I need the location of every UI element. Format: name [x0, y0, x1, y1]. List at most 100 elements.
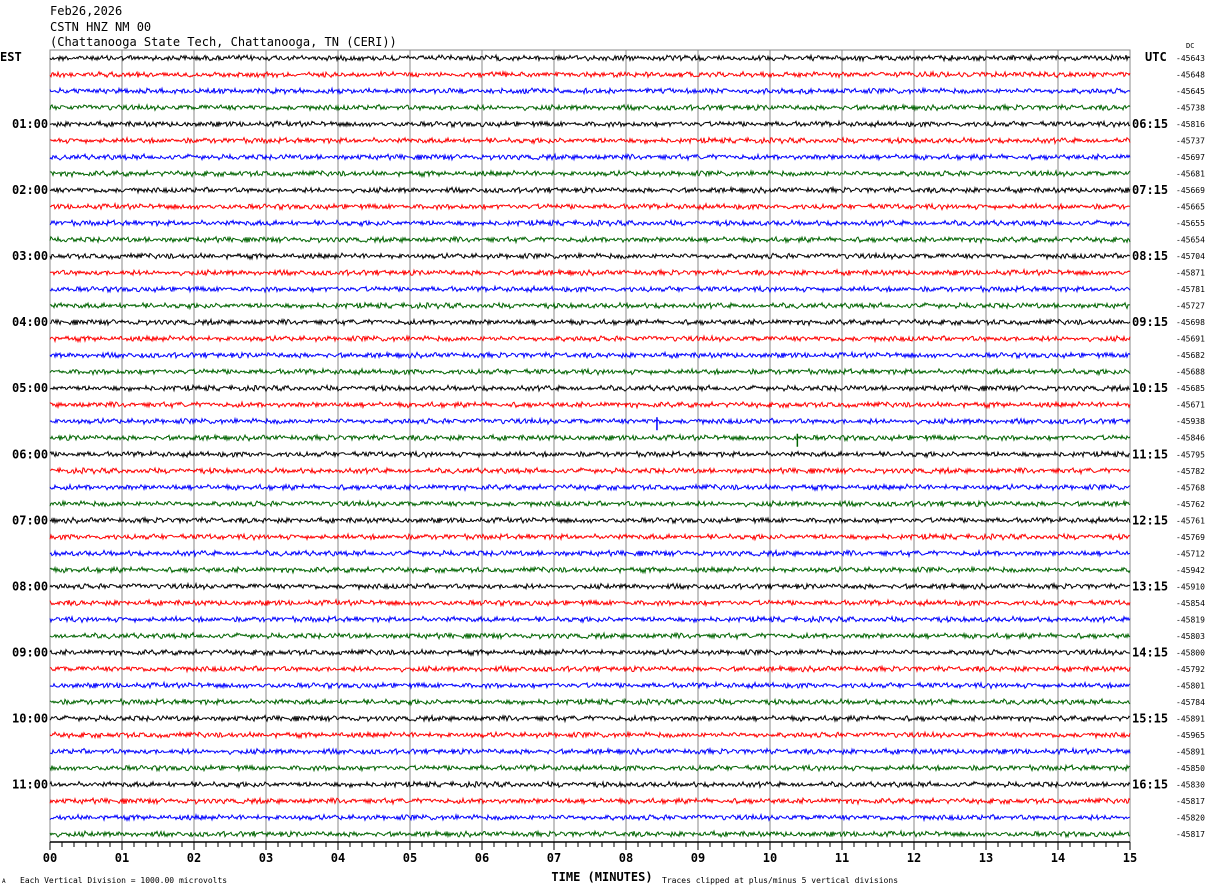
- trace-row-20: [50, 383, 1131, 393]
- dc-offset: -45691: [1176, 335, 1205, 344]
- station-label: CSTN HNZ NM 00: [50, 20, 152, 34]
- trace-row-31: [49, 565, 1131, 575]
- est-hour-label: 06:00: [12, 447, 48, 461]
- dc-offset: -45816: [1176, 120, 1205, 129]
- dc-offset: -45854: [1176, 599, 1205, 608]
- x-tick-label: 06: [475, 851, 489, 865]
- footer-scale: Each Vertical Division = 1000.00 microvo…: [20, 876, 227, 885]
- trace-row-4: [49, 119, 1131, 129]
- trace-row-10: [49, 218, 1131, 228]
- dc-offset: -45819: [1176, 615, 1205, 624]
- dc-offset: -45704: [1176, 252, 1205, 261]
- trace-row-47: [49, 829, 1131, 839]
- trace-row-15: [49, 301, 1131, 311]
- utc-hour-label: 16:15: [1132, 777, 1168, 791]
- trace-row-42: [49, 746, 1131, 756]
- dc-offset: -45737: [1176, 137, 1205, 146]
- trace-row-46: [49, 812, 1131, 823]
- trace-row-27: [49, 499, 1131, 509]
- utc-hour-label: 07:15: [1132, 183, 1168, 197]
- x-tick-label: 11: [835, 851, 849, 865]
- trace-row-38: [49, 680, 1131, 690]
- dc-offset: -45665: [1176, 203, 1205, 212]
- trace-row-45: [49, 796, 1131, 806]
- trace-row-25: [49, 466, 1131, 476]
- corner-mark: A: [2, 878, 6, 885]
- dc-offset: -45698: [1176, 318, 1205, 327]
- dc-offset: -45681: [1176, 170, 1205, 179]
- dc-offset: -45682: [1176, 351, 1205, 360]
- dc-offset: -45817: [1176, 797, 1205, 806]
- right-axis-title: UTC: [1145, 50, 1167, 64]
- dc-offset: -45830: [1176, 780, 1205, 789]
- x-tick-label: 10: [763, 851, 777, 865]
- trace-row-5: [49, 136, 1131, 146]
- x-tick-label: 07: [547, 851, 561, 865]
- dc-offset: -45782: [1176, 467, 1205, 476]
- trace-row-9: [49, 201, 1130, 212]
- trace-row-36: [49, 647, 1131, 658]
- trace-row-41: [49, 730, 1131, 740]
- dc-offset: -45871: [1176, 269, 1205, 278]
- est-hour-label: 08:00: [12, 579, 48, 593]
- est-hour-label: 01:00: [12, 117, 48, 131]
- x-tick-label: 04: [331, 851, 345, 865]
- dc-offset: -45669: [1176, 186, 1205, 195]
- trace-row-39: [49, 697, 1131, 707]
- trace-row-2: [49, 86, 1131, 96]
- trace-row-12: [49, 251, 1131, 261]
- trace-row-23: [49, 432, 1131, 443]
- trace-row-32: [49, 581, 1131, 591]
- est-hour-label: 04:00: [12, 315, 48, 329]
- trace-row-34: [49, 614, 1131, 624]
- est-hour-label: 09:00: [12, 645, 48, 659]
- utc-hour-label: 08:15: [1132, 249, 1168, 263]
- dc-offset: -45738: [1176, 104, 1205, 113]
- dc-offset: -45688: [1176, 368, 1205, 377]
- plot-border: [49, 49, 1131, 843]
- dc-offset: -45685: [1176, 384, 1205, 393]
- x-tick-label: 09: [691, 851, 705, 865]
- utc-hour-label: 14:15: [1132, 645, 1168, 659]
- footer-clip: Traces clipped at plus/minus 5 vertical …: [662, 876, 898, 885]
- dc-offset: -45795: [1176, 450, 1205, 459]
- dc-offset: -45761: [1176, 516, 1205, 525]
- dc-offset: -45655: [1176, 219, 1205, 228]
- location-label: (Chattanooga State Tech, Chattanooga, TN…: [50, 35, 397, 49]
- x-tick-label: 05: [403, 851, 417, 865]
- trace-row-11: [49, 235, 1131, 245]
- dc-offset: -45800: [1176, 648, 1205, 657]
- dc-offset: -45762: [1176, 500, 1205, 509]
- trace-row-43: [49, 763, 1131, 773]
- x-tick-label: 13: [979, 851, 993, 865]
- dc-title: DC: [1186, 42, 1194, 50]
- dc-offset: -45965: [1176, 731, 1205, 740]
- est-hour-label: 02:00: [12, 183, 48, 197]
- dc-offset: -45654: [1176, 236, 1205, 245]
- trace-row-14: [49, 284, 1131, 294]
- dc-offset: -45697: [1176, 153, 1205, 162]
- x-tick-label: 12: [907, 851, 921, 865]
- x-axis-title: TIME (MINUTES): [551, 870, 652, 884]
- dc-offset: -45643: [1176, 54, 1205, 63]
- dc-offset: -45803: [1176, 632, 1205, 641]
- x-tick-label: 14: [1051, 851, 1065, 865]
- utc-hour-label: 15:15: [1132, 711, 1168, 725]
- trace-row-33: [49, 598, 1131, 608]
- est-hour-label: 03:00: [12, 249, 48, 263]
- dc-offset: -45850: [1176, 764, 1205, 773]
- trace-row-44: [49, 780, 1131, 790]
- dc-offset: -45727: [1176, 302, 1205, 311]
- trace-row-1: [49, 69, 1131, 80]
- trace-row-19: [49, 366, 1131, 377]
- dc-offset: -45846: [1176, 434, 1205, 443]
- dc-offset: -45712: [1176, 549, 1205, 558]
- dc-offset: -45820: [1176, 813, 1205, 822]
- trace-row-7: [49, 169, 1131, 179]
- x-tick-label: 02: [187, 851, 201, 865]
- dc-offset: -45792: [1176, 665, 1205, 674]
- trace-row-0: [49, 53, 1131, 63]
- utc-hour-label: 06:15: [1132, 117, 1168, 131]
- trace-row-6: [49, 152, 1131, 162]
